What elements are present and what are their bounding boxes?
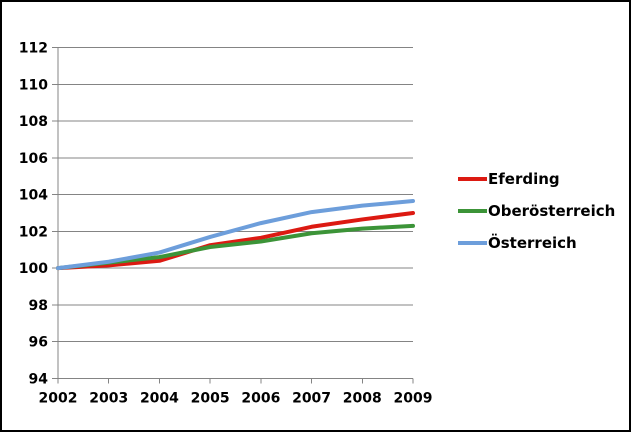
y-axis-tick-label: 108 (19, 114, 48, 130)
chart-legend: Eferding Oberösterreich Österreich (458, 163, 615, 259)
y-axis-tick-label: 112 (19, 41, 48, 57)
x-axis-tick-label: 2009 (394, 391, 433, 407)
legend-line-swatch (458, 241, 487, 245)
legend-label: Eferding (488, 169, 560, 188)
y-axis-tick-label: 96 (29, 335, 48, 351)
legend-item-oberösterreich[interactable]: Oberösterreich (458, 195, 615, 227)
legend-line-swatch (458, 209, 487, 213)
series-line-eferding[interactable] (56, 211, 415, 271)
legend-label: Oberösterreich (488, 201, 616, 220)
y-axis-tick-label: 110 (19, 77, 48, 93)
y-axis-tick-label: 94 (29, 372, 49, 388)
legend-label: Österreich (488, 233, 577, 252)
legend-item-österreich[interactable]: Österreich (458, 227, 615, 259)
y-axis-tick-label: 104 (19, 188, 48, 204)
y-axis-tick-label: 106 (19, 151, 48, 167)
x-axis-tick-label: 2006 (241, 391, 280, 407)
x-axis-tick-label: 2008 (343, 391, 382, 407)
y-axis-tick-label: 102 (19, 224, 48, 240)
y-axis-tick-label: 98 (29, 298, 48, 314)
x-axis-tick-label: 2004 (140, 391, 179, 407)
y-axis-tick-label: 100 (19, 261, 48, 277)
legend-item-eferding[interactable]: Eferding (458, 163, 615, 195)
x-axis-tick-label: 2003 (89, 391, 128, 407)
x-axis-tick-label: 2007 (292, 391, 331, 407)
x-axis-tick-label: 2005 (191, 391, 230, 407)
series-line-österreich[interactable] (56, 199, 415, 271)
x-axis-tick-label: 2002 (39, 391, 78, 407)
legend-line-swatch (458, 177, 487, 181)
